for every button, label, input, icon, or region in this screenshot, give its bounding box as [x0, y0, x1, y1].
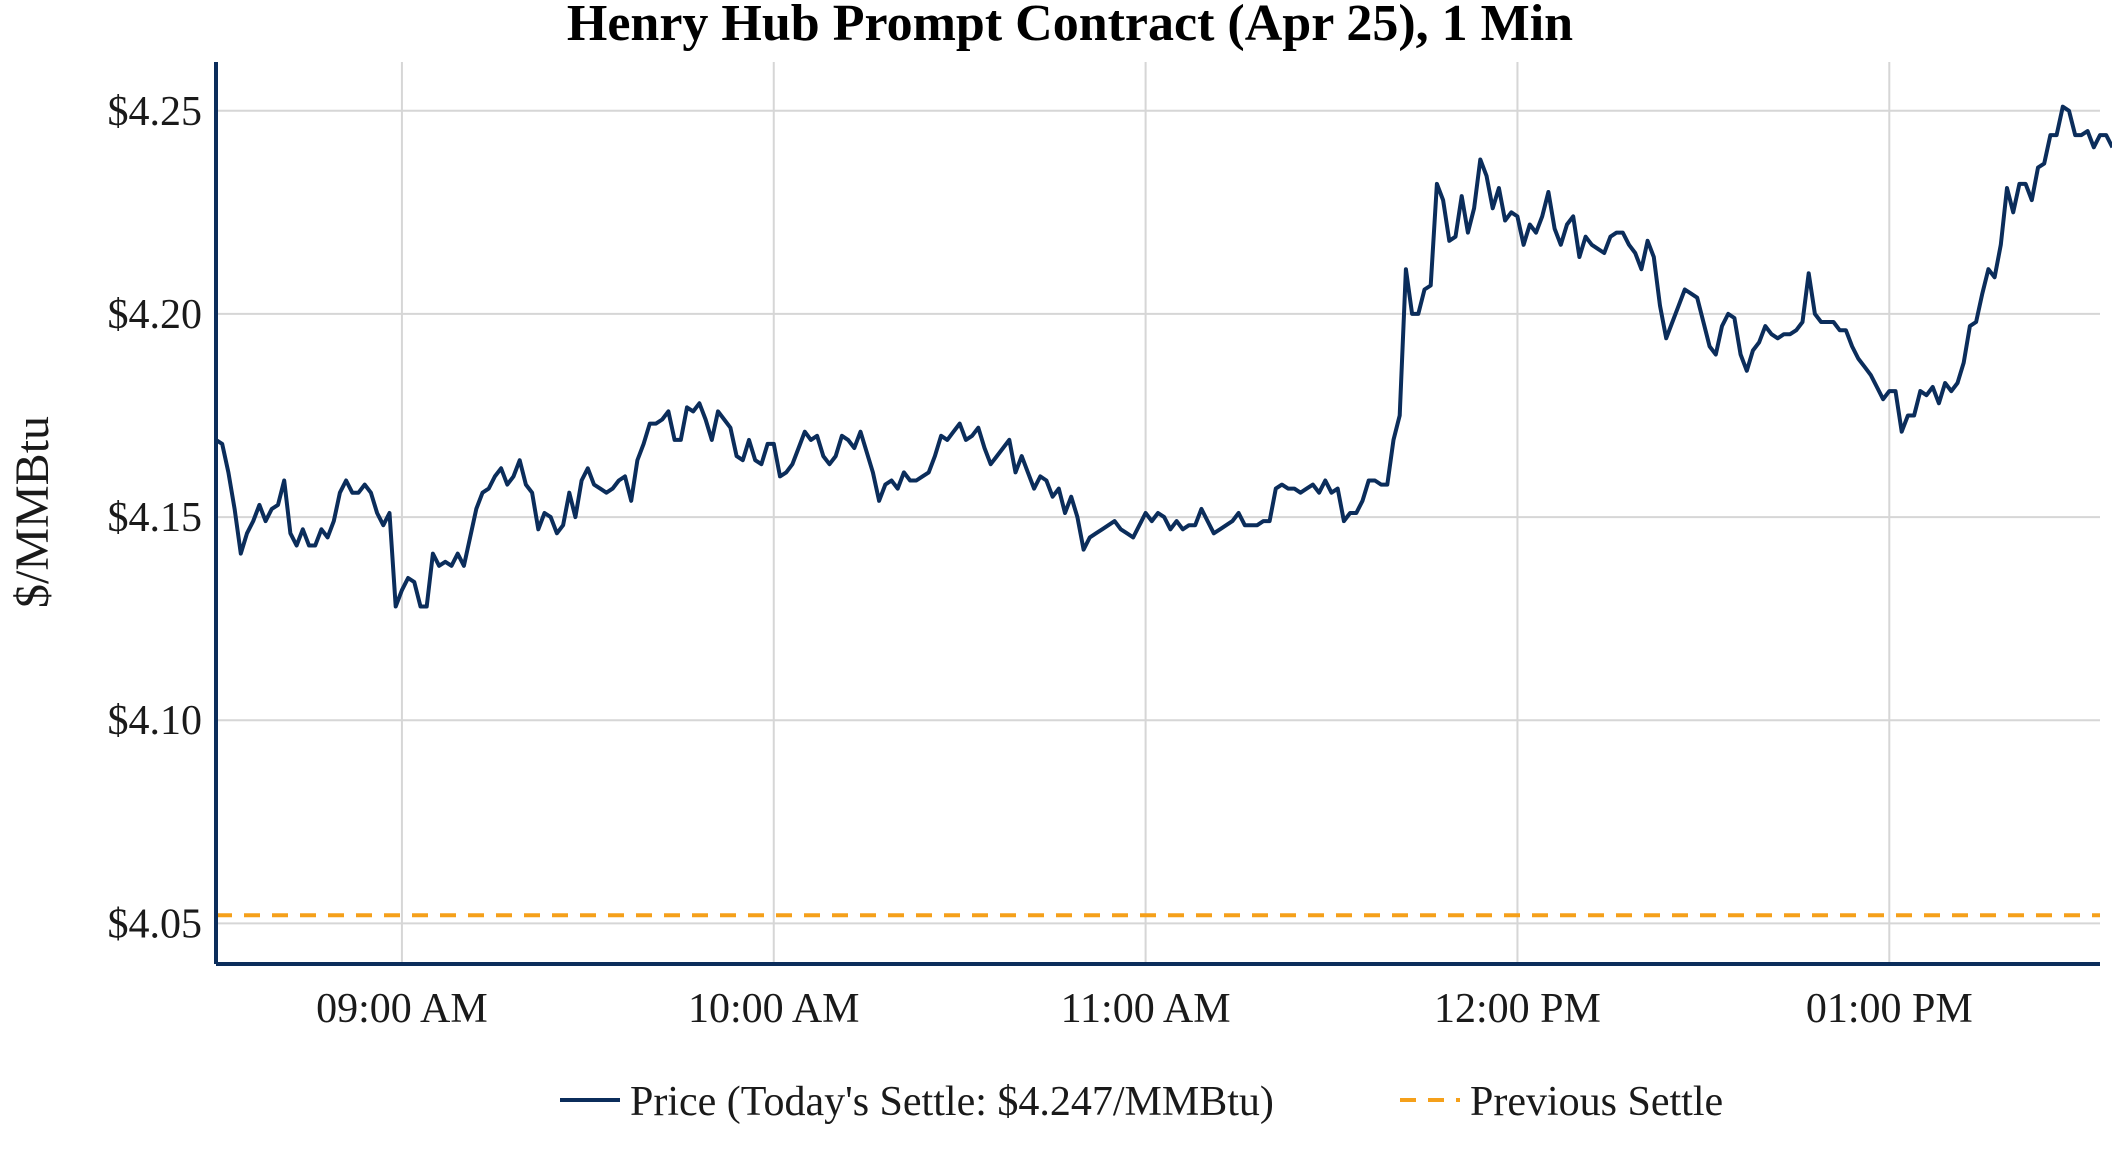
y-tick-label: $4.05 — [108, 901, 203, 947]
x-tick-label: 09:00 AM — [316, 986, 488, 1032]
grid-lines — [216, 62, 2100, 964]
y-tick-labels: $4.05 $4.10 $4.15 $4.20 $4.25 — [108, 89, 203, 948]
y-tick-label: $4.25 — [108, 89, 203, 135]
x-tick-label: 01:00 PM — [1806, 986, 1973, 1032]
legend-price-label: Price (Today's Settle: $4.247/MMBtu) — [630, 1079, 1274, 1125]
x-tick-label: 11:00 AM — [1061, 986, 1231, 1032]
series-lines — [214, 104, 2112, 918]
price-line — [214, 104, 2112, 609]
y-axis-label: $/MMBtu — [6, 416, 59, 608]
x-tick-label: 12:00 PM — [1434, 986, 1601, 1032]
y-tick-label: $4.15 — [108, 495, 203, 541]
legend-previous-settle-label: Previous Settle — [1470, 1079, 1723, 1125]
y-tick-label: $4.10 — [108, 698, 203, 744]
y-tick-label: $4.20 — [108, 292, 203, 338]
legend: Price (Today's Settle: $4.247/MMBtu) Pre… — [560, 1079, 1723, 1125]
chart-title: Henry Hub Prompt Contract (Apr 25), 1 Mi… — [567, 0, 1573, 52]
x-tick-label: 10:00 AM — [688, 986, 860, 1032]
x-tick-labels: 09:00 AM 10:00 AM 11:00 AM 12:00 PM 01:00 PM — [316, 986, 1973, 1032]
